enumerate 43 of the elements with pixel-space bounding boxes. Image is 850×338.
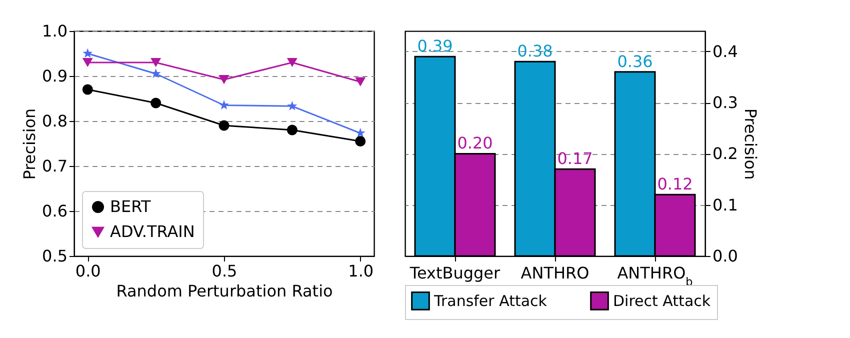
y-tick-label: 0.9 (42, 66, 68, 86)
data-label: 0.38 (517, 42, 553, 61)
legend-label: BERT (110, 197, 152, 216)
point (219, 100, 229, 110)
point (82, 48, 93, 58)
y-tick-label: 1.0 (42, 22, 68, 40)
y2-tick-label: 0.0 (712, 246, 738, 266)
legend-label: Transfer Attack (433, 292, 548, 310)
y-tick-label: 0.7 (42, 156, 68, 176)
data-label: 0.39 (417, 36, 453, 56)
y2-tick-label: 0.2 (712, 144, 738, 164)
point (287, 100, 298, 110)
point (150, 58, 162, 68)
x-tick-label: 0.5 (212, 262, 238, 280)
point (286, 124, 298, 136)
data-label: 0.12 (657, 174, 693, 194)
y2-tick-label: 0.3 (712, 93, 738, 112)
x-tick-label: TextBugger (408, 264, 501, 282)
point (150, 98, 162, 108)
point (355, 77, 366, 86)
y2-tick-label: 0.4 (712, 42, 738, 61)
x-tick-label: 1.0 (348, 262, 374, 280)
point (218, 120, 230, 131)
legend-label: Direct Attack (613, 292, 711, 310)
point (82, 84, 93, 95)
point (355, 128, 366, 138)
y2-axis-title: Precision (740, 108, 760, 180)
x-axis-title: Random Perturbation Ratio (116, 282, 333, 300)
y-axis-title: Precision (20, 108, 40, 180)
point (82, 58, 93, 68)
point (286, 58, 298, 68)
data-label: 0.20 (457, 134, 493, 153)
data-label: 0.17 (557, 149, 593, 168)
x-tick-label: ANTHRO (520, 264, 590, 282)
y2-tick-label: 0.1 (712, 195, 738, 214)
point (355, 136, 366, 146)
y-tick-label: 0.6 (42, 202, 68, 220)
y-tick-label: 0.8 (42, 112, 68, 130)
y-tick-label: 0.5 (42, 246, 68, 266)
legend-label: ADV.TRAIN (110, 222, 195, 241)
point (218, 75, 230, 84)
x-tick-label: 0.0 (75, 262, 101, 280)
data-label: 0.36 (617, 52, 653, 71)
